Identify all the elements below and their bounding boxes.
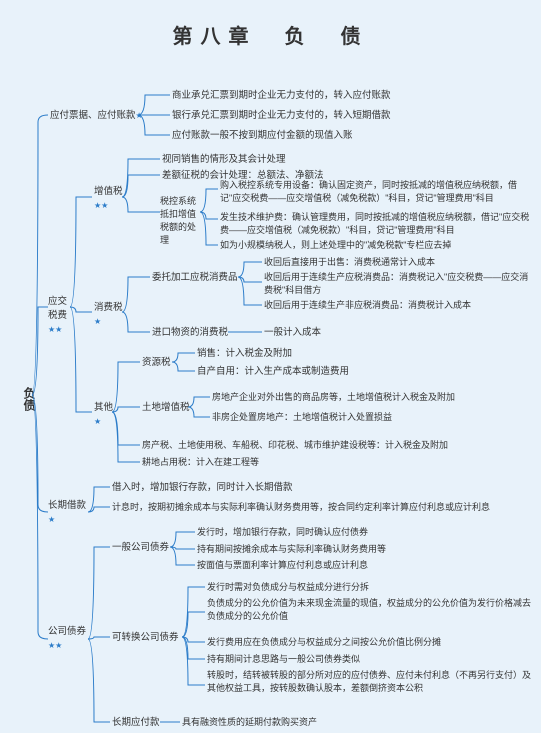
node-n4b: 可转换公司债券	[112, 631, 179, 645]
node-n3b: 计息时，按期初摊余成本与实际利率确认财务费用等，按合同约定利率计算应付利息或应计…	[112, 501, 490, 514]
node-n2a3: 税控系统抵扣增值税额的处理	[160, 195, 204, 247]
node-n2c1b: 自产自用：计入生产成本或制造费用	[197, 365, 349, 379]
node-n4b5: 转股时，结转被转股的部分所对应的应付债券、应付未付利息（不再另行支付）及其他权益…	[207, 669, 532, 695]
node-n2: 应交税费	[48, 295, 70, 336]
node-n2a3c: 如为小规模纳税人，则上述处理中的"减免税款"专栏应去掉	[220, 239, 530, 252]
node-n1: 应付票据、应付账款	[50, 109, 143, 123]
node-n2a3b: 发生技术维护费：确认管理费用，同时按抵减的增值税应纳税额，借记"应交税费——应交…	[220, 211, 530, 237]
node-n2b2a: 一般计入成本	[264, 326, 321, 340]
node-n1b: 银行承兑汇票到期时企业无力支付的，转入短期借款	[172, 109, 391, 123]
node-n1c: 应付账款一般不按到期应付金额的现值入账	[172, 129, 353, 143]
node-n2c2: 土地增值税	[142, 401, 190, 415]
node-n2a: 增值税	[94, 185, 124, 213]
node-n3a: 借入时，增加银行存款，同时计入长期借款	[112, 481, 293, 495]
node-n2b1b: 收回后用于连续生产应税消费品：消费税记入"应交税费——应交消费税"科目借方	[264, 271, 534, 297]
node-n4b1: 发行时需对负债成分与权益成分进行分拆	[207, 581, 369, 594]
node-n4b2: 负债成分的公允价值为未来现金流量的现值，权益成分的公允价值为发行价格减去负债成分…	[207, 597, 532, 623]
node-n2c2a: 房地产企业对外出售的商品房等，土地增值税计入税金及附加	[212, 391, 455, 404]
node-n2c2b: 非房企处置房地产：土地增值税计入处置损益	[212, 411, 392, 424]
node-n2c1: 资源税	[142, 356, 171, 370]
node-n2c3: 房产税、土地使用税、车船税、印花税、城市维护建设税等：计入税金及附加	[142, 439, 448, 452]
page-title: 第八章 负 债	[10, 20, 531, 49]
node-n2b1c: 收回后用于连续生产非应税消费品：消费税计入成本	[264, 299, 471, 312]
node-n2b2: 进口物资的消费税	[152, 326, 228, 340]
node-n3: 长期借款	[48, 499, 88, 527]
node-n2a3a: 购入税控系统专用设备：确认固定资产，同时按抵减的增值税应纳税额，借记"应交税费—…	[220, 179, 530, 205]
node-n4a2: 持有期间按摊余成本与实际利率确认财务费用等	[197, 543, 386, 556]
node-n4a3: 按面值与票面利率计算应付利息或应计利息	[197, 559, 368, 572]
node-n2c: 其他	[94, 401, 116, 429]
node-n2b1a: 收回后直接用于出售：消费税通常计入成本	[264, 256, 435, 269]
node-n4b4: 持有期间计息思路与一般公司债券类似	[207, 653, 360, 666]
node-n4a: 一般公司债券	[112, 541, 169, 555]
node-n2a1: 视同销售的情形及其会计处理	[162, 153, 286, 167]
node-n4a1: 发行时，增加银行存款，同时确认应付债券	[197, 526, 368, 539]
node-n1a: 商业承兑汇票到期时企业无力支付的，转入应付账款	[172, 89, 391, 103]
root-node: 负债	[20, 387, 38, 411]
node-n2c4: 耕地占用税：计入在建工程等	[142, 456, 259, 469]
node-n4: 公司债券	[48, 625, 88, 653]
node-n2c1a: 销售：计入税金及附加	[197, 347, 292, 361]
node-n2b: 消费税	[94, 301, 124, 329]
node-n4c1: 具有融资性质的延期付款购买资产	[182, 716, 317, 729]
node-n2b1: 委托加工应税消费品	[152, 271, 238, 285]
tree-diagram: 负债 应付票据、应付账款 商业承兑汇票到期时企业无力支付的，转入应付账款 银行承…	[10, 67, 531, 733]
node-n4c: 长期应付款	[112, 716, 160, 730]
node-n4b3: 发行费用应在负债成分与权益成分之间按公允价值比例分摊	[207, 636, 441, 649]
